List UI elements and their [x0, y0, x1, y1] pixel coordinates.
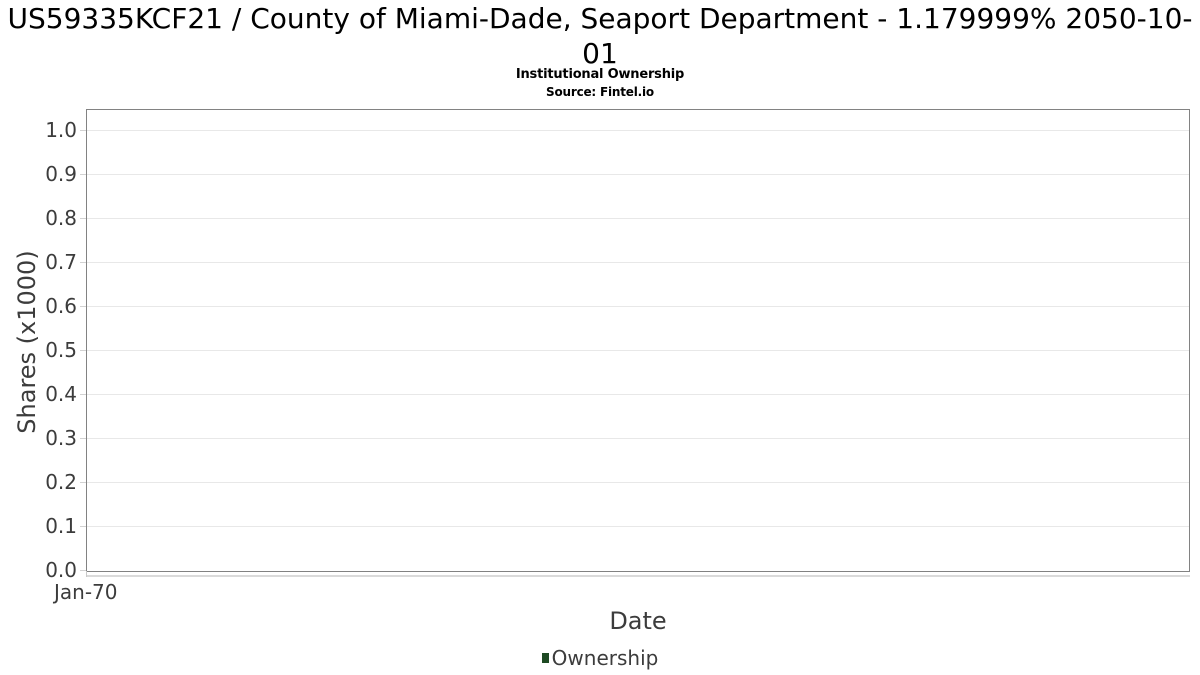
y-tick-mark — [80, 394, 86, 395]
y-gridline — [87, 218, 1189, 219]
y-tick-mark — [80, 306, 86, 307]
y-tick-mark — [80, 218, 86, 219]
legend-label: Ownership — [551, 646, 659, 670]
y-tick-mark — [80, 350, 86, 351]
y-tick-label: 1.0 — [45, 118, 77, 142]
y-tick-mark — [80, 526, 86, 527]
y-gridline — [87, 130, 1189, 131]
y-tick-mark — [80, 570, 86, 571]
chart-subtitle: Institutional Ownership — [515, 67, 685, 82]
y-tick-mark — [80, 438, 86, 439]
y-gridline — [87, 174, 1189, 175]
x-tick-label: Jan-70 — [54, 580, 118, 604]
y-gridline — [87, 394, 1189, 395]
legend-swatch-icon — [541, 653, 549, 663]
y-tick-label: 0.1 — [45, 514, 77, 538]
y-tick-label: 0.9 — [45, 162, 77, 186]
y-tick-label: 0.0 — [45, 558, 77, 582]
y-gridline — [87, 350, 1189, 351]
y-tick-mark — [80, 174, 86, 175]
y-tick-mark — [80, 262, 86, 263]
chart-source: Source: Fintel.io — [546, 85, 654, 99]
x-tick-mark — [86, 571, 87, 577]
y-gridline — [87, 438, 1189, 439]
y-tick-label: 0.8 — [45, 206, 77, 230]
x-axis-title: Date — [609, 607, 667, 635]
y-tick-mark — [80, 130, 86, 131]
chart-title-line1: US59335KCF21 / County of Miami-Dade, Sea… — [7, 2, 1193, 35]
y-gridline — [87, 306, 1189, 307]
y-tick-label: 0.7 — [45, 250, 77, 274]
y-gridline — [87, 262, 1189, 263]
x-axis-line — [86, 575, 1190, 577]
y-tick-label: 0.2 — [45, 470, 77, 494]
chart-title-line2: 01 — [582, 37, 618, 70]
y-gridline — [87, 482, 1189, 483]
y-tick-label: 0.5 — [45, 338, 77, 362]
y-gridline — [87, 526, 1189, 527]
y-tick-label: 0.6 — [45, 294, 77, 318]
plot-area — [86, 109, 1190, 572]
y-tick-label: 0.3 — [45, 426, 77, 450]
y-tick-label: 0.4 — [45, 382, 77, 406]
chart-title: US59335KCF21 / County of Miami-Dade, Sea… — [0, 1, 1200, 71]
y-tick-mark — [80, 482, 86, 483]
legend: Ownership — [0, 645, 1200, 671]
